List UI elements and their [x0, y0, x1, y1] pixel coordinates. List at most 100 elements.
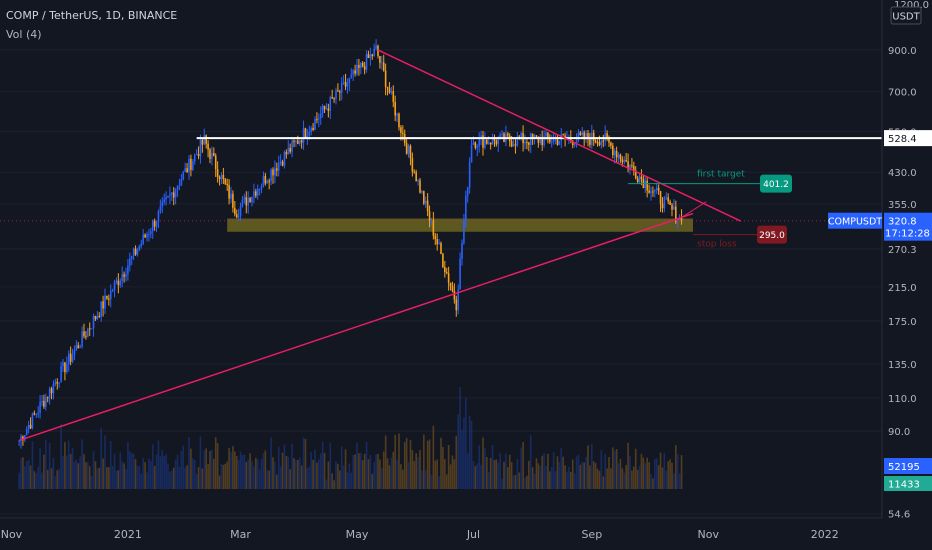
candle-body[interactable] [144, 234, 146, 238]
candle-body[interactable] [277, 162, 280, 171]
candle-body[interactable] [499, 134, 501, 139]
candle-body[interactable] [415, 172, 417, 182]
candle-body[interactable] [153, 220, 156, 227]
candle-body[interactable] [491, 136, 494, 145]
candle-body[interactable] [325, 108, 328, 110]
candle-body[interactable] [155, 221, 158, 227]
candle-body[interactable] [123, 274, 125, 277]
candle-body[interactable] [306, 135, 309, 138]
candle-body[interactable] [573, 144, 576, 146]
candle-body[interactable] [592, 132, 595, 141]
candle-body[interactable] [285, 152, 288, 155]
candle-body[interactable] [424, 200, 427, 204]
candle-body[interactable] [104, 295, 106, 309]
candle-body[interactable] [394, 101, 396, 116]
candle-body[interactable] [379, 55, 381, 63]
candle-body[interactable] [640, 176, 643, 180]
candle-body[interactable] [497, 138, 500, 145]
candle-body[interactable] [245, 197, 248, 206]
candle-body[interactable] [411, 158, 414, 172]
candle-body[interactable] [129, 258, 131, 266]
candle-body[interactable] [50, 388, 53, 394]
candle-body[interactable] [132, 248, 135, 256]
candle-body[interactable] [606, 133, 608, 138]
candle-body[interactable] [39, 402, 41, 413]
candle-body[interactable] [255, 191, 257, 196]
candle-body[interactable] [604, 133, 606, 141]
candle-body[interactable] [262, 175, 265, 186]
target-badge[interactable] [760, 174, 792, 193]
candle-body[interactable] [90, 328, 93, 330]
candle-body[interactable] [459, 258, 461, 290]
candle-body[interactable] [661, 203, 664, 209]
candle-body[interactable] [62, 362, 64, 367]
last-price-tag[interactable] [884, 212, 932, 241]
candle-body[interactable] [316, 119, 318, 121]
candle-body[interactable] [295, 140, 297, 142]
candle-body[interactable] [266, 180, 269, 184]
candle-body[interactable] [234, 207, 236, 214]
candle-body[interactable] [146, 234, 148, 238]
candle-body[interactable] [323, 105, 326, 110]
candle-body[interactable] [619, 154, 622, 160]
candle-body[interactable] [247, 197, 249, 206]
candle-body[interactable] [381, 62, 383, 64]
candle-body[interactable] [298, 140, 301, 144]
currency-badge[interactable] [890, 6, 922, 25]
candle-body[interactable] [239, 206, 242, 217]
candle-body[interactable] [274, 168, 276, 176]
candle-body[interactable] [655, 187, 658, 191]
candle-body[interactable] [75, 345, 78, 351]
candle-body[interactable] [226, 183, 228, 185]
candle-body[interactable] [102, 301, 104, 309]
candle-body[interactable] [405, 143, 408, 154]
candle-body[interactable] [174, 189, 177, 198]
candle-body[interactable] [71, 355, 74, 362]
candle-body[interactable] [172, 192, 175, 198]
candle-body[interactable] [354, 70, 356, 74]
candle-body[interactable] [230, 193, 232, 199]
candle-body[interactable] [520, 133, 522, 139]
candle-body[interactable] [192, 161, 194, 170]
candle-body[interactable] [430, 219, 433, 221]
candle-body[interactable] [157, 210, 160, 222]
candle-body[interactable] [659, 191, 662, 204]
candle-body[interactable] [432, 219, 435, 236]
candle-body[interactable] [445, 272, 448, 274]
candle-body[interactable] [371, 54, 374, 57]
candle-body[interactable] [79, 346, 81, 348]
candle-body[interactable] [476, 146, 479, 148]
candle-body[interactable] [232, 193, 234, 208]
candle-body[interactable] [581, 132, 584, 135]
candle-body[interactable] [203, 135, 206, 145]
candle-body[interactable] [127, 265, 129, 275]
candle-body[interactable] [486, 139, 488, 144]
candle-body[interactable] [346, 83, 349, 87]
candle-body[interactable] [302, 128, 305, 143]
candle-body[interactable] [201, 139, 204, 145]
candle-body[interactable] [279, 161, 282, 163]
candle-body[interactable] [434, 235, 437, 240]
candle-body[interactable] [615, 150, 618, 158]
candle-body[interactable] [516, 136, 519, 146]
candle-body[interactable] [108, 298, 110, 300]
candle-body[interactable] [444, 267, 446, 273]
candle-body[interactable] [27, 424, 30, 429]
candle-body[interactable] [52, 383, 55, 394]
candle-body[interactable] [545, 132, 547, 137]
candle-body[interactable] [466, 187, 469, 196]
candle-body[interactable] [579, 132, 582, 135]
candle-body[interactable] [37, 412, 39, 414]
candle-body[interactable] [171, 192, 173, 195]
candle-body[interactable] [213, 153, 215, 156]
candle-body[interactable] [455, 299, 458, 311]
time-axis-panel[interactable] [0, 518, 932, 550]
candle-body[interactable] [386, 86, 389, 89]
candle-body[interactable] [665, 197, 668, 199]
candle-body[interactable] [344, 81, 347, 87]
candle-body[interactable] [617, 154, 620, 158]
candle-body[interactable] [451, 286, 454, 291]
candle-body[interactable] [81, 331, 83, 347]
candle-body[interactable] [495, 140, 498, 145]
candle-body[interactable] [589, 139, 591, 145]
